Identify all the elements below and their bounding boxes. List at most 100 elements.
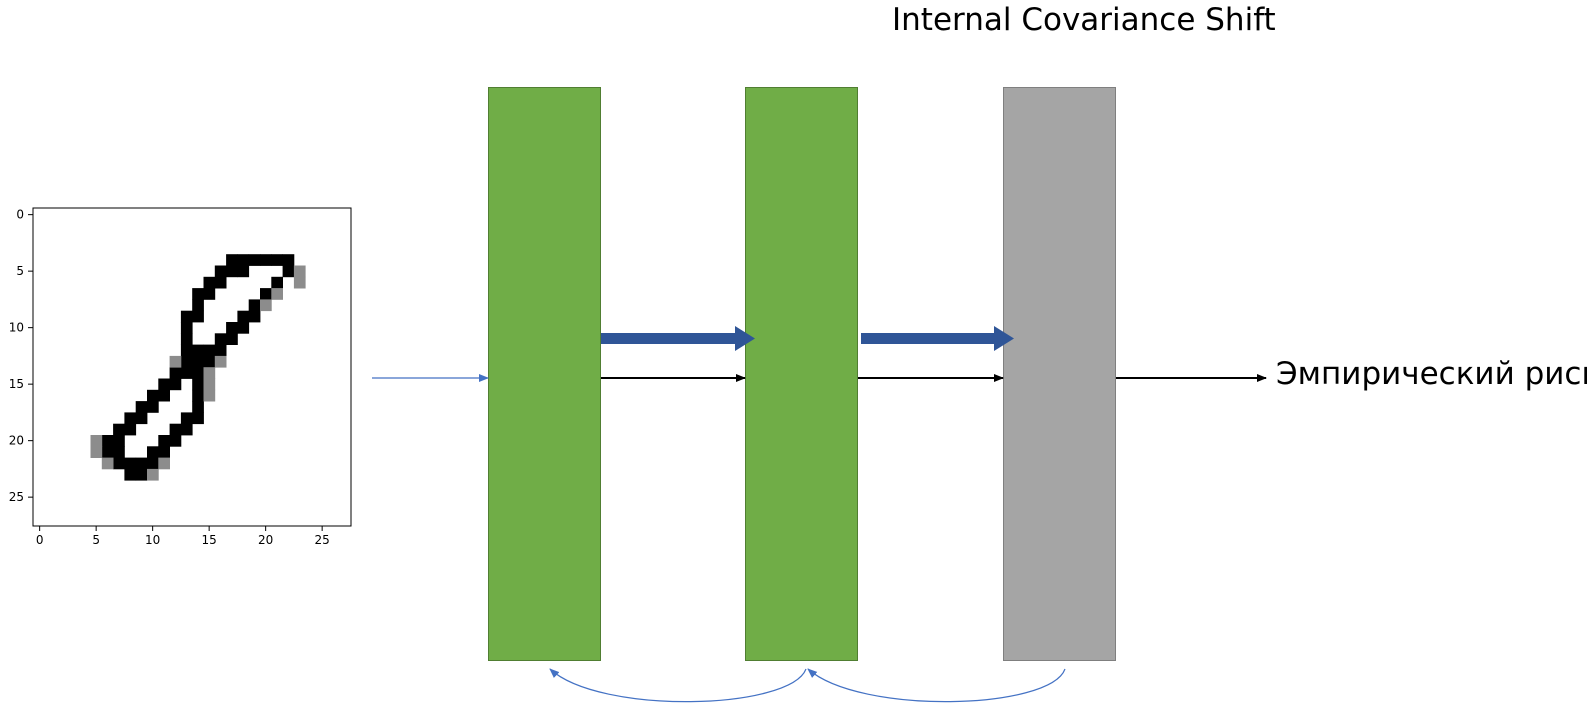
digit-pixel	[135, 412, 148, 425]
digit-pixel	[180, 344, 193, 357]
digit-pixel	[282, 265, 295, 278]
digit-pixel	[203, 344, 216, 357]
digit-pixel	[271, 288, 283, 300]
digit-pixel	[226, 322, 238, 334]
digit-pixel	[248, 254, 261, 266]
digit-pixel	[113, 457, 125, 470]
digit-pixel	[226, 333, 238, 345]
digit-pixel	[192, 299, 204, 312]
digit-pixel	[158, 446, 170, 458]
digit-pixel	[124, 468, 137, 481]
digit-pixel	[237, 265, 250, 278]
digit-pixel	[214, 355, 227, 368]
shift-arrow-1	[601, 326, 755, 351]
digit-pixel	[180, 310, 193, 323]
backprop-arrow-2	[807, 668, 1066, 703]
digit-pixel	[260, 299, 272, 312]
digit-pixel	[90, 435, 103, 447]
digit-plot-svg: 0 5 10 15 20 25 0 5 10 15 20 25	[9, 207, 352, 547]
y-tick-label: 5	[16, 264, 24, 278]
shift-arrow-2-head	[994, 326, 1014, 351]
digit-pixel	[169, 378, 182, 391]
digit-pixel	[135, 468, 148, 481]
shift-arrow-1-head	[735, 326, 755, 351]
digit-pixel	[260, 288, 272, 300]
digit-pixel	[169, 435, 182, 447]
digit-pixel	[192, 389, 204, 402]
output-layer	[1003, 87, 1116, 661]
digit-pixel	[226, 265, 238, 278]
digit-pixel	[203, 276, 216, 289]
x-tick-label: 10	[145, 533, 160, 545]
digit-pixel	[237, 254, 250, 266]
digit-pixel	[214, 333, 227, 345]
hidden-layer-2	[745, 87, 858, 661]
digit-pixel	[203, 378, 216, 391]
digit-pixel	[135, 401, 148, 413]
digit-pixel	[226, 254, 238, 266]
y-axis-ticks: 0 5 10 15 20 25	[9, 208, 33, 504]
diagram-title: Internal Covariance Shift	[892, 2, 1276, 38]
digit-pixel	[124, 423, 137, 436]
digit-pixel	[113, 435, 125, 447]
digit-pixel	[158, 378, 170, 391]
digit-pixel	[147, 389, 159, 402]
input-digit-plot: 0 5 10 15 20 25 0 5 10 15 20 25	[0, 200, 360, 549]
digit-pixel	[248, 299, 261, 312]
digit-pixel	[158, 457, 170, 470]
digit-pixel	[260, 254, 272, 266]
x-tick-label: 0	[36, 533, 44, 545]
digit-pixel	[293, 276, 306, 289]
digit-pixel	[214, 265, 227, 278]
digit-pixel	[180, 412, 193, 425]
y-tick-label: 20	[9, 434, 24, 448]
digit-pixel	[214, 276, 227, 289]
digit-pixel	[192, 412, 204, 425]
digit-pixel	[180, 333, 193, 345]
digit-pixel	[169, 423, 182, 436]
digit-pixel	[203, 367, 216, 379]
digit-pixel	[124, 412, 137, 425]
digit-pixel	[237, 322, 250, 334]
output-label: Эмпирический риск	[1276, 356, 1587, 392]
digit-pixel	[101, 435, 114, 447]
y-tick-label: 15	[9, 377, 24, 391]
digit-pixel	[203, 389, 216, 402]
digit-pixel	[293, 265, 306, 278]
digit-pixel	[147, 401, 159, 413]
digit-pixel	[203, 355, 216, 368]
digit-pixel	[192, 355, 204, 368]
backprop-arrow-1	[549, 668, 807, 703]
digit-pixel	[90, 446, 103, 458]
x-tick-label: 5	[92, 533, 100, 545]
hidden-layer-1	[488, 87, 601, 661]
digit-pixel	[282, 254, 295, 266]
x-tick-label: 20	[258, 533, 273, 545]
digit-pixel	[135, 457, 148, 470]
digit-pixel	[180, 322, 193, 334]
digit-pixel	[192, 310, 204, 323]
digit-pixel	[192, 344, 204, 357]
y-tick-label: 10	[9, 321, 24, 335]
digit-pixel	[147, 457, 159, 470]
shift-arrow-2	[861, 326, 1014, 351]
digit-pixels	[90, 254, 306, 481]
plot-frame	[32, 207, 352, 527]
digit-pixel	[147, 468, 159, 481]
digit-pixel	[180, 423, 193, 436]
digit-pixel	[271, 276, 283, 289]
x-tick-label: 15	[202, 533, 217, 545]
digit-pixel	[158, 435, 170, 447]
digit-pixel	[180, 367, 193, 379]
digit-pixel	[180, 355, 193, 368]
digit-pixel	[113, 423, 125, 436]
y-tick-label: 25	[9, 490, 24, 504]
digit-pixel	[192, 367, 204, 379]
digit-pixel	[214, 344, 227, 357]
digit-pixel	[192, 401, 204, 413]
digit-pixel	[124, 457, 137, 470]
digit-pixel	[101, 457, 114, 470]
digit-pixel	[192, 378, 204, 391]
x-axis-ticks: 0 5 10 15 20 25	[36, 526, 330, 547]
